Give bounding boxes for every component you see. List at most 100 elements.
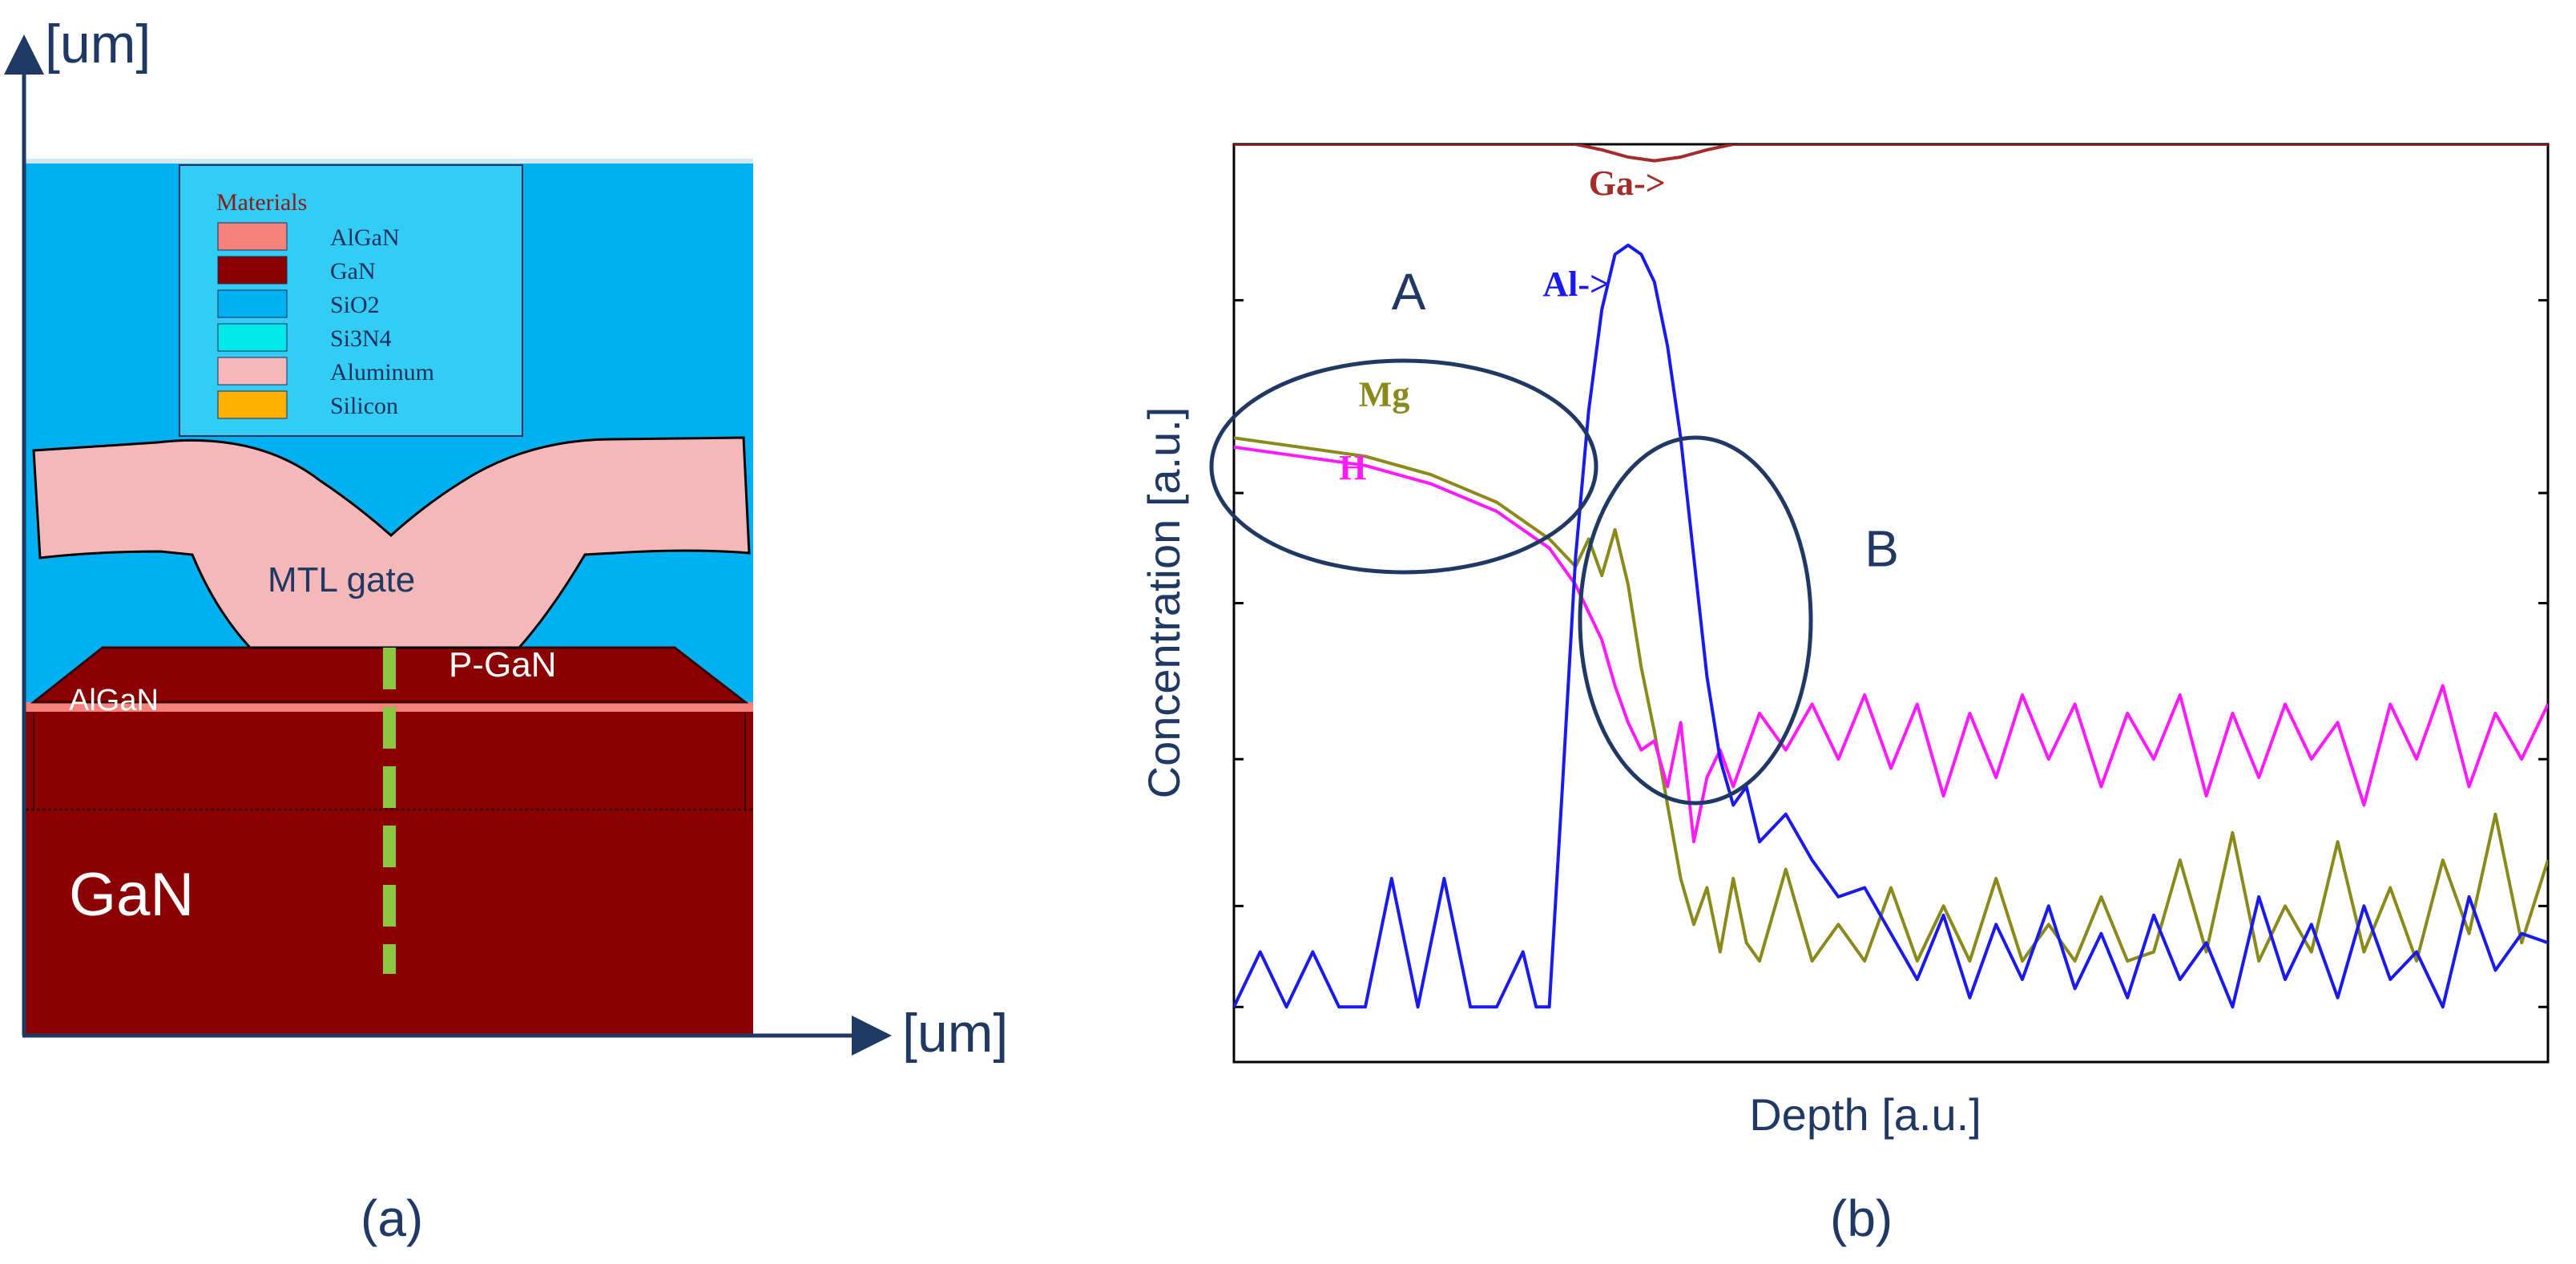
series-point-mg-15 [1693, 923, 1695, 925]
series-point-h-31 [2100, 786, 2102, 787]
series-point-al-40 [2048, 905, 2050, 907]
series-point-al-34 [1890, 933, 1892, 935]
series-point-h-27 [1995, 777, 1997, 778]
series-point-h-21 [1837, 758, 1839, 760]
series-point-al-27 [1732, 804, 1734, 806]
series-point-al-33 [1864, 887, 1865, 888]
series-point-al-0 [1234, 1006, 1235, 1008]
algan-label: AlGaN [69, 684, 159, 717]
panel-b-caption: (b) [1830, 1189, 1893, 1247]
series-point-al-11 [1522, 951, 1524, 953]
series-point-ga-0 [1234, 144, 1235, 145]
y-axis-label: [um] [45, 14, 151, 75]
series-label-mg: Mg [1359, 374, 1410, 414]
series-point-al-10 [1496, 1006, 1498, 1008]
series-point-mg-2 [1365, 455, 1366, 457]
series-point-al-39 [2022, 979, 2023, 980]
series-point-h-22 [1864, 694, 1865, 696]
series-point-al-26 [1719, 758, 1721, 760]
series-point-mg-29 [1995, 878, 1997, 879]
series-point-h-28 [2022, 694, 2023, 696]
pgan-label: P-GaN [449, 645, 556, 684]
series-point-h-38 [2284, 704, 2286, 705]
series-line-al [1234, 243, 2548, 1009]
series-point-h-10 [1640, 749, 1642, 751]
series-point-mg-28 [1969, 960, 1970, 962]
series-point-al-45 [2179, 979, 2181, 980]
panel-a: Materials AlGaN GaN SiO2 Si3N4 Aluminum Silic… [3, 14, 1008, 1247]
series-point-mg-24 [1864, 960, 1865, 962]
series-point-mg-23 [1837, 923, 1839, 925]
series-point-h-25 [1943, 795, 1945, 797]
series-point-al-55 [2442, 1006, 2444, 1008]
series-point-mg-10 [1627, 584, 1629, 586]
series-point-h-34 [2179, 694, 2181, 696]
top-surface-line [26, 159, 753, 164]
legend-label-sio2: SiO2 [330, 292, 380, 318]
legend-swatch-silicon [217, 390, 288, 419]
legend-title: Materials [216, 189, 307, 216]
series-point-al-2 [1286, 1006, 1288, 1008]
series-point-al-13 [1549, 1006, 1550, 1008]
series-point-h-19 [1785, 749, 1787, 751]
series-point-al-38 [1995, 923, 1997, 925]
gate-label: MTL gate [268, 560, 415, 600]
series-point-mg-36 [2179, 859, 2181, 861]
series-label-h: H [1339, 448, 1366, 487]
series-point-al-24 [1693, 556, 1695, 558]
series-point-h-9 [1627, 721, 1629, 723]
series-point-al-5 [1365, 1006, 1366, 1008]
series-point-h-29 [2048, 758, 2050, 760]
series-point-mg-30 [2022, 960, 2023, 962]
series-point-h-30 [2074, 704, 2076, 705]
series-point-mg-34 [2127, 960, 2128, 962]
legend-swatch-aluminum [217, 357, 288, 386]
series-point-mg-46 [2442, 859, 2444, 861]
legend-label-silicon: Silicon [330, 393, 398, 419]
region-label-b: B [1864, 520, 1899, 578]
series-point-h-37 [2258, 777, 2260, 778]
series-point-h-3 [1430, 483, 1432, 485]
series-point-mg-35 [2153, 951, 2155, 953]
series-point-al-3 [1312, 951, 1313, 953]
panel-b: Ga-> Mg H Al-> A B Concentration [a.u.] Dept… [1139, 143, 2550, 1247]
materials-legend: Materials AlGaN GaN SiO2 Si3N4 Aluminum Silic… [179, 164, 523, 437]
series-point-mg-33 [2100, 896, 2102, 898]
series-point-mg-50 [2547, 859, 2548, 861]
series-point-al-50 [2311, 923, 2312, 925]
series-point-h-0 [1234, 446, 1235, 448]
x-axis-title: Depth [a.u.] [1749, 1089, 1981, 1140]
series-point-h-2 [1365, 465, 1366, 466]
gan-substrate [26, 712, 753, 1034]
series-label-al: Al-> [1542, 265, 1610, 304]
series-point-mg-14 [1680, 878, 1682, 879]
series-point-mg-12 [1654, 731, 1655, 733]
series-point-mg-25 [1890, 887, 1892, 888]
series-point-al-37 [1969, 997, 1970, 999]
panel-a-caption: (a) [361, 1189, 423, 1247]
series-point-mg-13 [1667, 804, 1668, 806]
series-point-mg-32 [2074, 960, 2076, 962]
series-point-h-23 [1890, 768, 1892, 769]
series-point-al-16 [1588, 410, 1590, 411]
series-point-al-15 [1574, 556, 1576, 558]
series-point-mg-38 [2231, 832, 2233, 834]
series-point-h-40 [2337, 721, 2339, 723]
series-point-al-51 [2337, 997, 2339, 999]
series-point-h-5 [1549, 547, 1550, 549]
series-point-al-47 [2231, 1006, 2233, 1008]
series-point-al-48 [2258, 896, 2260, 898]
series-point-h-42 [2389, 704, 2391, 705]
legend-swatch-si3n4 [217, 323, 288, 352]
series-point-h-39 [2311, 758, 2312, 760]
series-point-al-32 [1837, 896, 1839, 898]
series-point-h-48 [2547, 704, 2548, 705]
series-point-al-49 [2284, 979, 2286, 980]
series-point-al-19 [1627, 244, 1629, 246]
series-point-al-7 [1417, 1006, 1419, 1008]
series-point-h-13 [1680, 721, 1682, 723]
series-point-al-57 [2494, 970, 2496, 971]
series-point-al-12 [1535, 1006, 1537, 1008]
series-point-mg-18 [1732, 878, 1734, 879]
region-b-ellipse [1578, 435, 1813, 806]
